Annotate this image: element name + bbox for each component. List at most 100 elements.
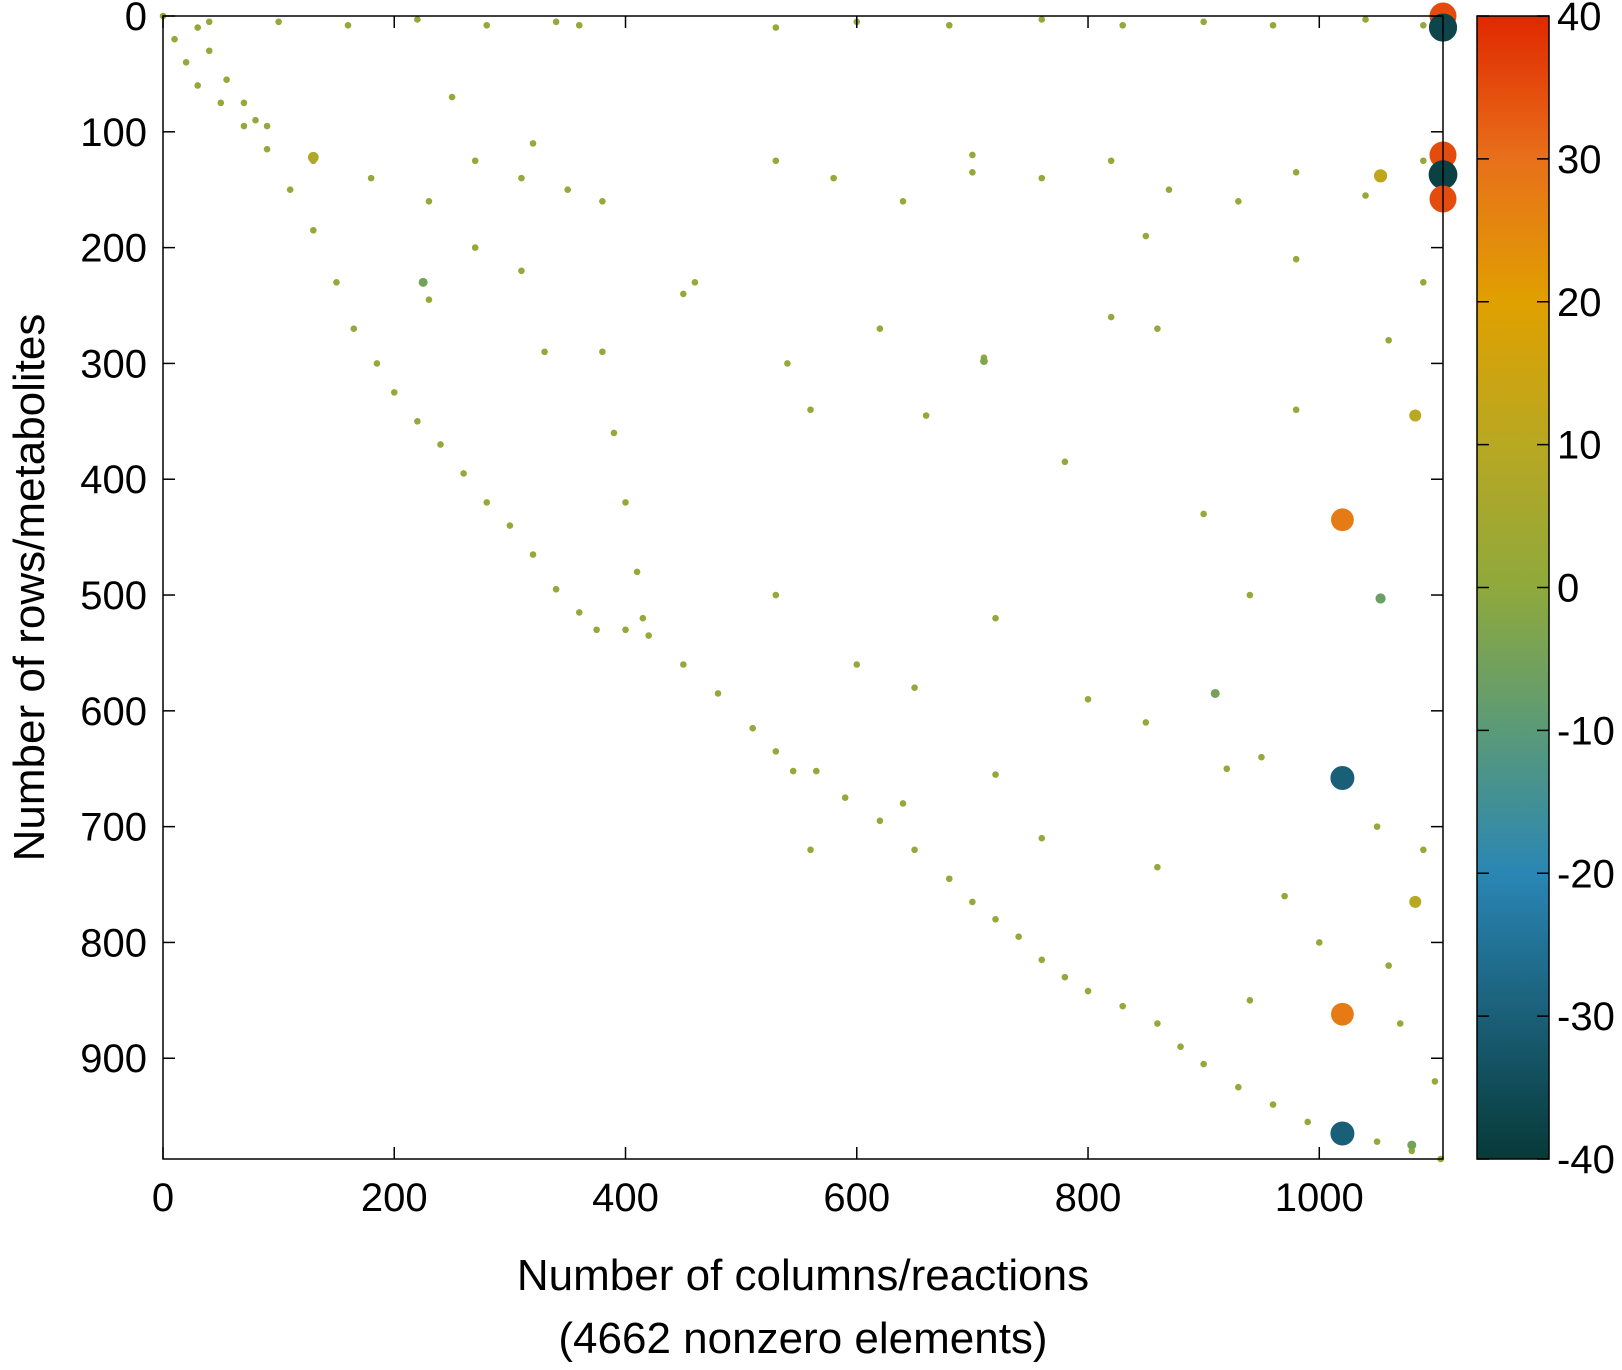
point [1315, 939, 1323, 946]
point [1200, 18, 1207, 26]
point [390, 389, 398, 396]
point [1385, 962, 1392, 969]
colorbar-tick-label: 30 [1557, 138, 1602, 182]
point [1038, 16, 1046, 23]
point [1107, 157, 1115, 165]
point [1015, 933, 1022, 940]
point [223, 76, 230, 83]
point [373, 360, 381, 367]
point [529, 140, 537, 147]
x-tick-label: 200 [361, 1176, 428, 1220]
point [448, 93, 456, 101]
point [1038, 834, 1046, 842]
point [418, 277, 428, 287]
point [1373, 169, 1388, 183]
x-tick-label: 800 [1055, 1176, 1122, 1220]
y-tick-label: 100 [80, 111, 147, 155]
point [194, 24, 201, 31]
point [1373, 823, 1381, 830]
point [980, 357, 988, 366]
point [714, 690, 722, 697]
point [1084, 987, 1092, 995]
point [194, 82, 201, 89]
point [645, 632, 652, 639]
point [599, 348, 606, 356]
colorbar-tick-label: 20 [1557, 281, 1602, 325]
point [691, 279, 699, 286]
point [772, 157, 780, 165]
point [518, 267, 525, 275]
x-tick-label: 1000 [1275, 1176, 1364, 1220]
point [367, 174, 375, 182]
y-tick-label: 900 [80, 1037, 147, 1081]
point [1200, 510, 1207, 518]
point [610, 429, 618, 437]
point [680, 290, 687, 298]
point [1246, 997, 1254, 1004]
point [483, 21, 491, 29]
point [876, 817, 884, 825]
y-tick-label: 400 [80, 458, 147, 502]
point [1038, 956, 1046, 964]
point [471, 157, 479, 165]
point [969, 151, 976, 159]
point [633, 568, 641, 576]
colorbar-tick-label: -20 [1557, 852, 1615, 896]
point [992, 614, 999, 622]
point [529, 551, 537, 558]
point [1119, 21, 1127, 29]
point [772, 748, 780, 755]
point [1385, 336, 1392, 344]
point [772, 24, 780, 31]
point [1038, 174, 1046, 182]
point [1223, 765, 1231, 773]
x-axis-label: Number of columns/reactions [517, 1251, 1089, 1300]
point [1375, 593, 1386, 604]
point [1362, 16, 1369, 23]
point [1373, 1138, 1381, 1145]
point [1330, 1121, 1355, 1146]
point [1420, 846, 1427, 854]
point [205, 47, 213, 55]
point [564, 186, 571, 194]
y-tick-label: 200 [80, 227, 147, 271]
point [969, 898, 976, 906]
point [252, 116, 259, 124]
point [1246, 591, 1254, 599]
y-tick-label: 700 [80, 806, 147, 850]
point [1154, 325, 1161, 332]
point [217, 99, 225, 107]
point [1061, 458, 1069, 466]
point [1177, 1043, 1184, 1050]
point [425, 296, 433, 304]
x-tick-label: 600 [823, 1176, 890, 1220]
point [1330, 766, 1355, 790]
point [1142, 719, 1150, 726]
point [911, 846, 918, 854]
point [240, 122, 248, 130]
point [1292, 406, 1300, 414]
point [899, 197, 907, 205]
point [286, 186, 294, 194]
y-tick-label: 600 [80, 690, 147, 734]
y-tick-label: 800 [80, 921, 147, 965]
point [263, 122, 271, 130]
point [1420, 21, 1427, 29]
point [460, 470, 467, 477]
point [541, 348, 548, 356]
y-tick-label: 500 [80, 574, 147, 618]
point [414, 418, 421, 425]
point [1084, 695, 1092, 703]
point [969, 169, 976, 176]
point [575, 609, 583, 616]
point [1292, 255, 1300, 263]
point [350, 325, 358, 332]
point [841, 794, 849, 801]
y-tick-label: 0 [125, 0, 147, 39]
point [1407, 1140, 1417, 1150]
point [789, 767, 797, 775]
point [1165, 186, 1173, 194]
point [1331, 508, 1354, 532]
